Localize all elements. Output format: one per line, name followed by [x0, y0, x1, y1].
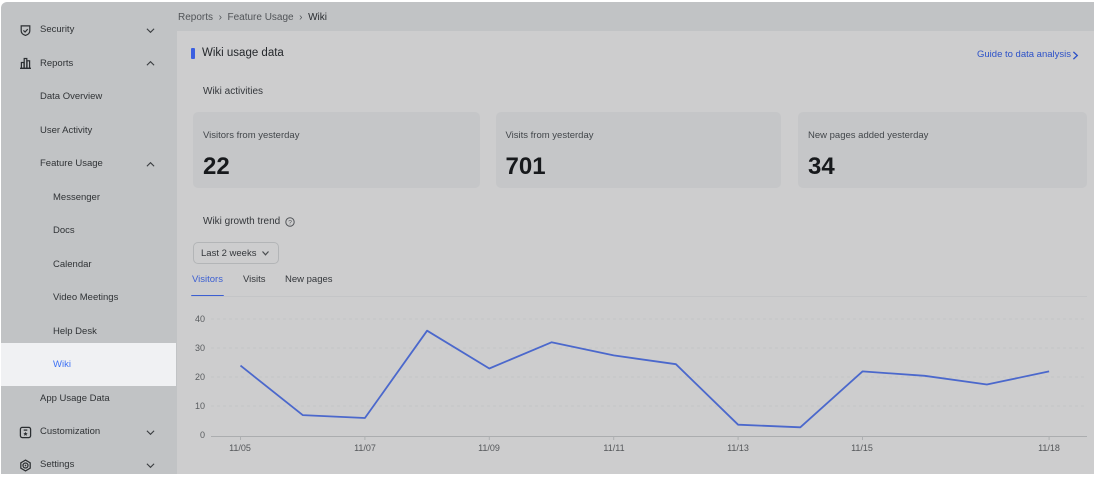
svg-text:?: ?: [288, 219, 292, 226]
